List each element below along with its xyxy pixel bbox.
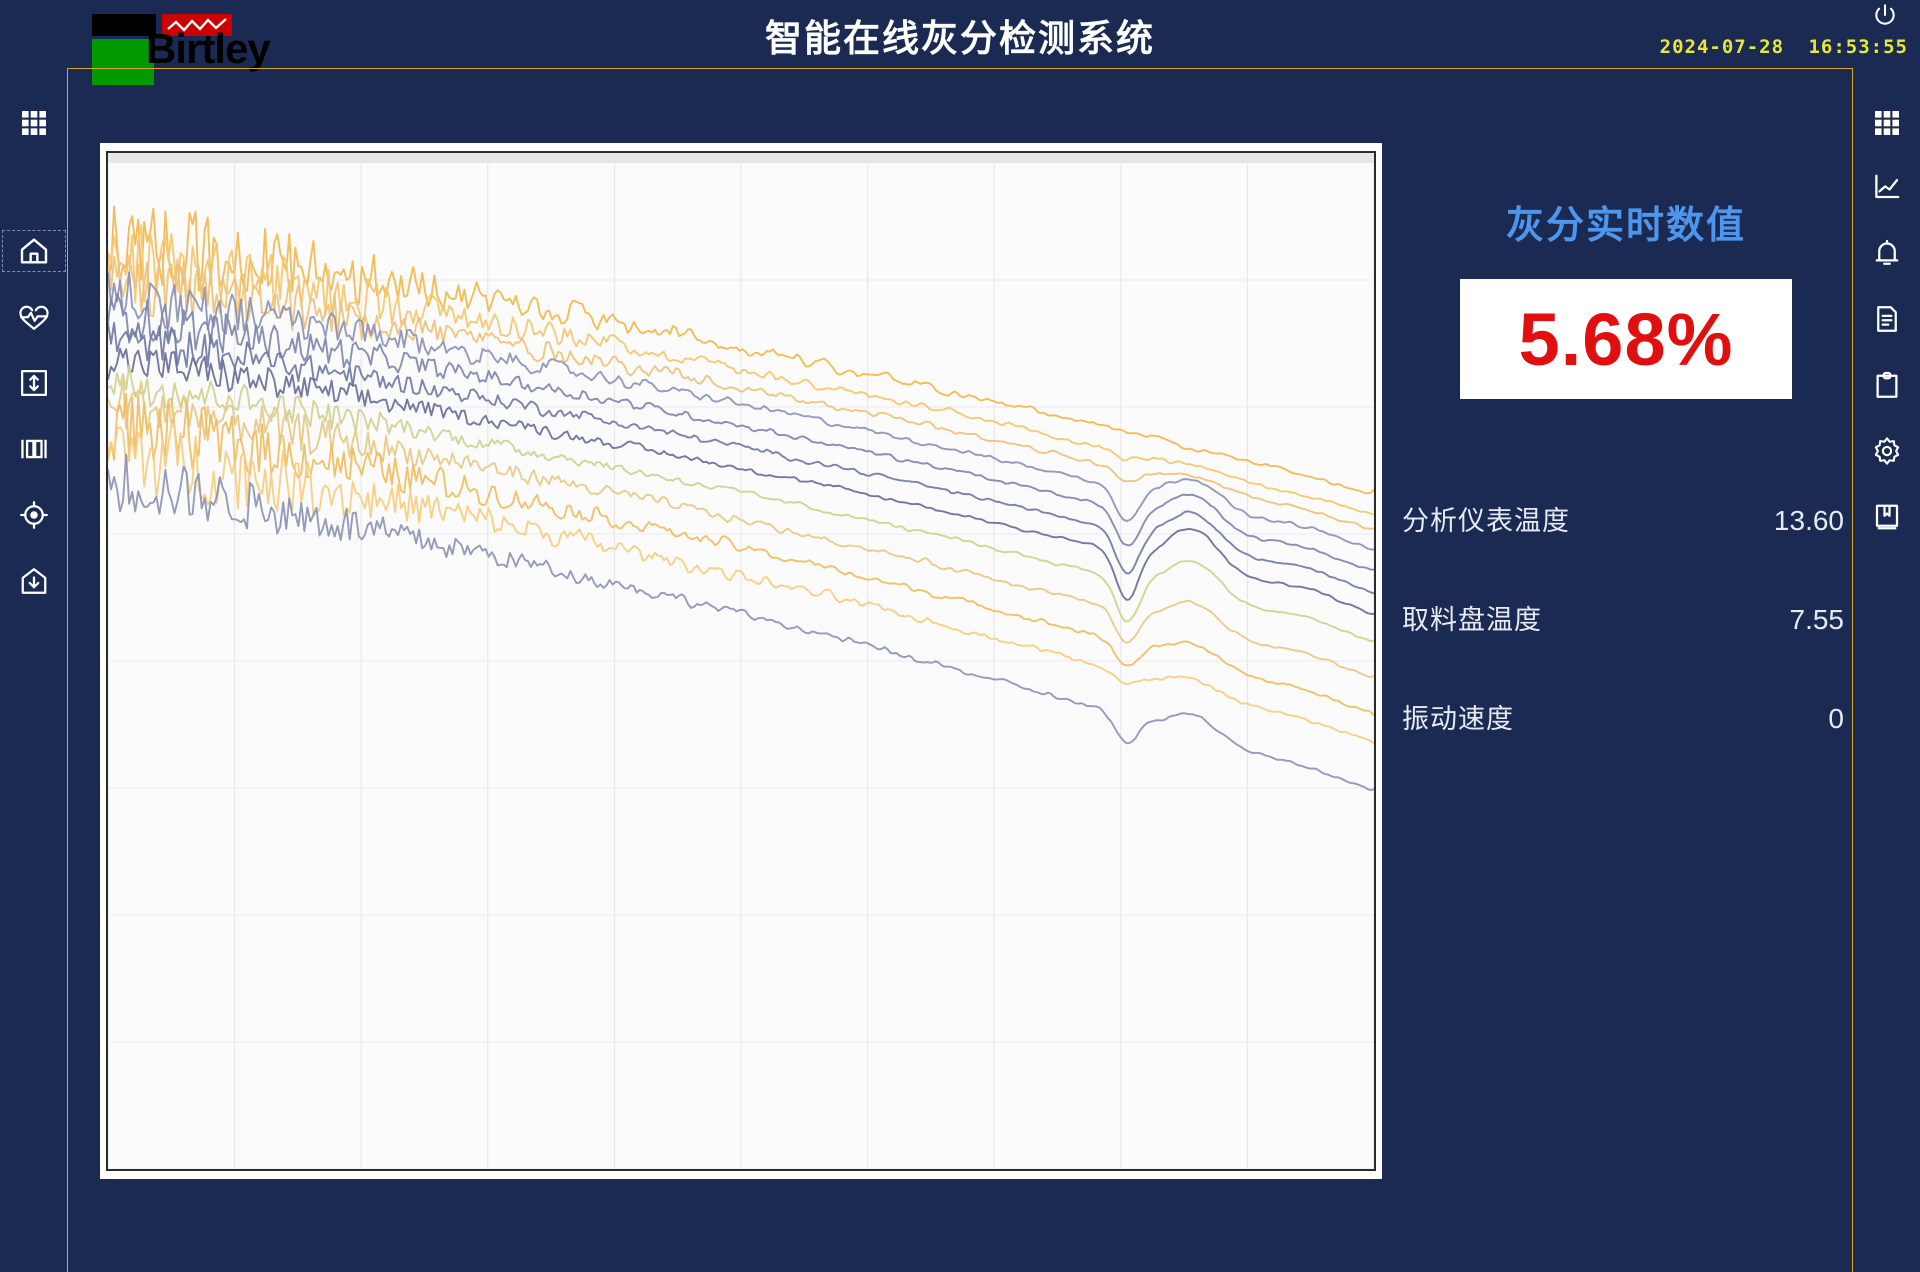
clock-date: 2024-07-28	[1659, 36, 1785, 58]
parameter-label: 分析仪表温度	[1402, 506, 1570, 536]
power-button[interactable]	[1872, 2, 1898, 28]
crosshair-icon	[20, 501, 48, 529]
apps-grid-icon	[22, 111, 46, 135]
right-sidebar	[1852, 68, 1920, 1272]
parameter-label: 振动速度	[1402, 704, 1514, 734]
download-box-icon	[21, 568, 47, 594]
chart-series-line	[108, 392, 1374, 717]
sidebar-item-apps[interactable]	[0, 100, 68, 146]
clock-time: 16:53:55	[1808, 36, 1908, 58]
chart-series-line	[108, 379, 1374, 679]
rightbar-item-settings[interactable]	[1853, 428, 1920, 474]
document-icon	[1877, 306, 1897, 332]
parameter-label: 取料盘温度	[1402, 605, 1542, 635]
chart-series-line	[108, 321, 1374, 595]
app-header: Birtley 智能在线灰分检测系统 2024-07-28 16:53:55	[0, 0, 1920, 85]
chart-series-line	[108, 364, 1374, 643]
rightbar-item-manual[interactable]	[1853, 494, 1920, 540]
parameter-row: 取料盘温度 7.55	[1402, 598, 1844, 637]
rightbar-item-trend[interactable]	[1853, 164, 1920, 210]
header-divider	[0, 68, 1920, 69]
rightbar-item-alarm[interactable]	[1853, 230, 1920, 276]
apps-grid-icon	[1875, 111, 1899, 135]
chart-series-line	[108, 271, 1374, 551]
logo-red-block	[162, 14, 232, 36]
rightbar-item-report[interactable]	[1853, 296, 1920, 342]
ash-value-box: 5.68%	[1460, 279, 1792, 399]
sidebar-item-export[interactable]	[0, 558, 68, 604]
power-icon	[1875, 4, 1895, 25]
sidebar-item-positioning[interactable]	[0, 492, 68, 538]
realtime-panel-title: 灰分实时数值	[1505, 205, 1746, 247]
birtley-logo: Birtley	[22, 6, 271, 85]
updown-arrows-icon	[21, 370, 47, 396]
rightbar-item-apps[interactable]	[1853, 100, 1920, 146]
chart-gridlines	[108, 153, 1374, 1169]
realtime-panel: 灰分实时数值 5.68% 分析仪表温度 13.60 取料盘温度 7.55 振动速度 0	[1400, 150, 1852, 770]
chart-series-group	[108, 205, 1374, 791]
sidebar-item-home[interactable]	[0, 228, 68, 274]
line-chart-icon	[1875, 174, 1900, 199]
logo-wordmark: Birtley	[146, 25, 271, 72]
parameter-list: 分析仪表温度 13.60 取料盘温度 7.55 振动速度 0	[1400, 499, 1852, 736]
chart-series-line	[108, 424, 1374, 745]
chart-series-line	[108, 293, 1374, 571]
left-sidebar	[0, 68, 68, 1272]
chart-series-line	[108, 347, 1374, 615]
spectrum-plot-area	[108, 153, 1374, 1169]
page-title: 智能在线灰分检测系统	[765, 18, 1155, 59]
parameter-value: 0	[1828, 703, 1844, 734]
spectrum-chart-card	[100, 143, 1382, 1179]
spectrum-chart[interactable]	[106, 151, 1376, 1171]
clipboard-icon	[1876, 371, 1898, 398]
book-icon	[1875, 504, 1899, 530]
rightbar-item-records[interactable]	[1853, 362, 1920, 408]
ash-value: 5.68%	[1518, 297, 1734, 381]
sidebar-item-status[interactable]	[0, 294, 68, 340]
parameter-value: 7.55	[1789, 604, 1845, 635]
chart-series-line	[108, 453, 1374, 791]
heartbeat-icon	[19, 305, 49, 330]
sidebar-item-lift-control[interactable]	[0, 360, 68, 406]
parameter-row: 分析仪表温度 13.60	[1402, 499, 1844, 538]
chart-series-line	[108, 252, 1374, 530]
sidebar-item-calibration[interactable]	[0, 426, 68, 472]
bell-icon	[1875, 239, 1899, 265]
logo-black-block	[92, 14, 156, 36]
home-icon	[20, 238, 48, 264]
bars-icon	[21, 439, 47, 459]
parameter-row: 振动速度 0	[1402, 697, 1844, 736]
chart-series-line	[108, 224, 1374, 516]
logo-zigzag-icon	[167, 18, 227, 32]
gear-icon	[1874, 437, 1900, 465]
system-clock: 2024-07-28 16:53:55	[1660, 36, 1908, 58]
parameter-value: 13.60	[1773, 505, 1844, 536]
logo-green-block	[92, 39, 154, 85]
